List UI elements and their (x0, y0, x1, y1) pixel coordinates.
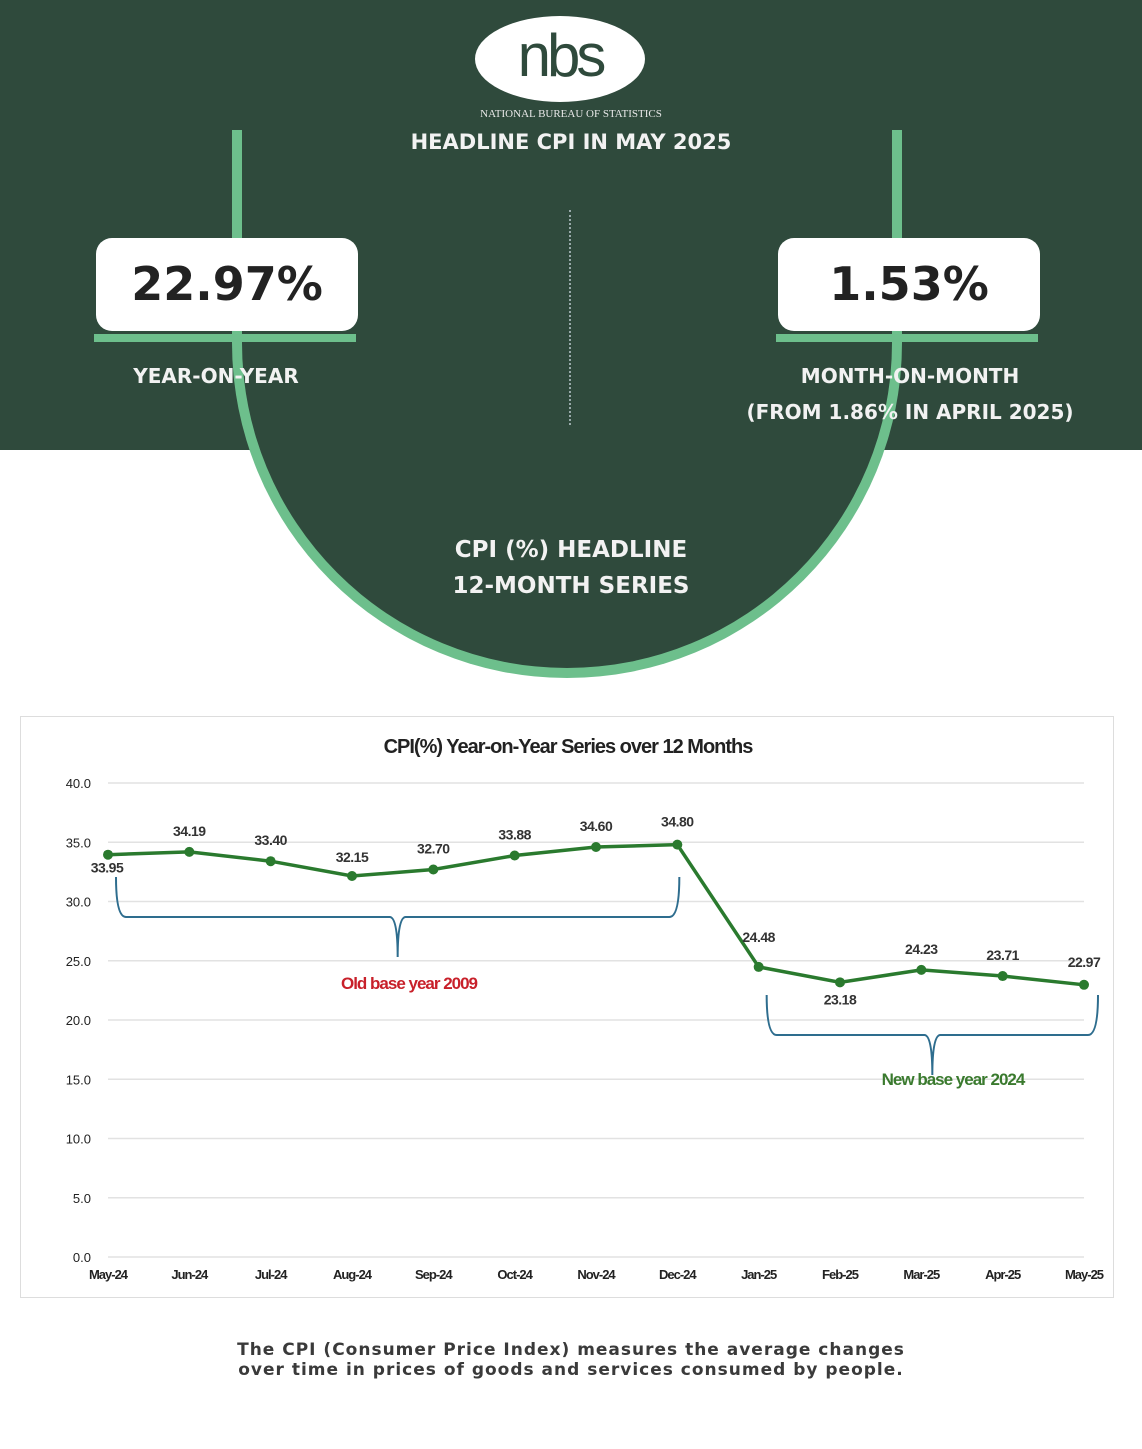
mom-value: 1.53% (778, 238, 1040, 331)
x-tick-label: Aug-24 (333, 1267, 373, 1282)
x-tick-label: Apr-25 (985, 1267, 1021, 1282)
x-tick-label: Jul-24 (255, 1267, 288, 1282)
data-label: 22.97 (1068, 954, 1101, 970)
data-point (509, 850, 520, 861)
chart-title: CPI(%) Year-on-Year Series over 12 Month… (384, 736, 754, 758)
data-label: 24.23 (905, 941, 938, 957)
x-tick-label: May-25 (1065, 1267, 1104, 1282)
data-label: 24.48 (742, 929, 775, 945)
semicircle-banner (232, 130, 902, 678)
x-tick-label: Dec-24 (659, 1267, 697, 1282)
org-name: NATIONAL BUREAU OF STATISTICS (480, 108, 662, 120)
mom-sublabel: (FROM 1.86% IN APRIL 2025) (746, 400, 1074, 424)
x-tick-label: Sep-24 (415, 1267, 453, 1282)
data-point (265, 856, 276, 867)
x-tick-label: Feb-25 (822, 1267, 859, 1282)
old-base-annotation: Old base year 2009 (341, 974, 478, 993)
divider (569, 210, 571, 425)
data-label: 33.40 (254, 832, 287, 848)
y-tick-label: 20.0 (66, 1013, 91, 1028)
y-tick-label: 30.0 (66, 895, 91, 910)
footer-line-2: over time in prices of goods and service… (238, 1360, 904, 1380)
cpi-series-line (107, 842, 1085, 987)
data-label: 33.95 (91, 860, 124, 876)
chart-panel: CPI(%) Year-on-Year Series over 12 Month… (20, 716, 1114, 1298)
data-point (184, 846, 195, 857)
new-base-brace (765, 994, 1099, 1076)
old-base-brace (115, 876, 681, 958)
new-base-annotation: New base year 2024 (882, 1070, 1026, 1089)
x-tick-label: Nov-24 (577, 1267, 616, 1282)
yoy-label: YEAR-ON-YEAR (133, 364, 299, 388)
mom-label: MONTH-ON-MONTH (800, 364, 1020, 388)
x-tick-label: Jun-24 (171, 1267, 209, 1282)
data-point (997, 971, 1008, 982)
data-point (753, 961, 764, 972)
y-tick-label: 5.0 (73, 1191, 91, 1206)
y-tick-label: 40.0 (66, 776, 91, 791)
data-label: 23.18 (824, 991, 857, 1007)
page-title: HEADLINE CPI IN MAY 2025 (410, 130, 732, 154)
data-label: 32.70 (417, 841, 450, 857)
x-tick-label: May-24 (89, 1267, 129, 1282)
x-tick-label: Jan-25 (741, 1267, 777, 1282)
data-point (916, 964, 927, 975)
section-title-2: 12-MONTH SERIES (452, 573, 690, 599)
cpi-line-chart: CPI(%) Year-on-Year Series over 12 Month… (66, 736, 1105, 1282)
nbs-logo: nbs (475, 16, 645, 102)
data-point (103, 849, 113, 860)
data-point (672, 839, 683, 850)
x-tick-label: Oct-24 (497, 1267, 533, 1282)
section-title-1: CPI (%) HEADLINE (454, 537, 688, 563)
data-label: 34.60 (580, 818, 613, 834)
x-tick-label: Mar-25 (903, 1267, 940, 1282)
data-label: 34.80 (661, 814, 694, 830)
data-point (591, 841, 601, 852)
data-point (1079, 979, 1089, 990)
data-point (347, 871, 357, 882)
y-tick-label: 25.0 (66, 954, 91, 969)
yoy-underline (94, 334, 356, 342)
y-tick-label: 35.0 (66, 835, 91, 850)
footer-line-1: The CPI (Consumer Price Index) measures … (237, 1340, 905, 1360)
data-label: 33.88 (498, 827, 531, 843)
data-point (428, 864, 439, 875)
y-tick-label: 15.0 (66, 1072, 91, 1087)
yoy-value: 22.97% (96, 238, 358, 331)
y-tick-label: 0.0 (73, 1250, 91, 1265)
data-label: 34.19 (173, 823, 206, 839)
data-label: 32.15 (336, 849, 369, 865)
y-tick-label: 10.0 (66, 1132, 91, 1147)
data-label: 23.71 (986, 947, 1019, 963)
data-point (835, 977, 845, 988)
mom-underline (776, 334, 1038, 342)
